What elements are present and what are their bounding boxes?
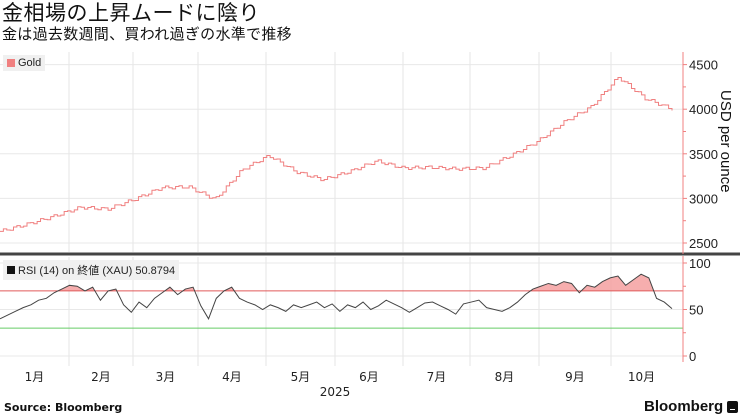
svg-text:3500: 3500 xyxy=(689,147,718,162)
svg-text:50: 50 xyxy=(689,303,703,318)
month-label: 7月 xyxy=(427,370,447,384)
year-label: 2025 xyxy=(320,385,351,399)
month-label: 8月 xyxy=(495,370,515,384)
rsi-legend: RSI (14) on 終値 (XAU) 50.8794 xyxy=(3,260,180,280)
svg-text:0: 0 xyxy=(689,349,696,364)
month-label: 5月 xyxy=(291,370,311,384)
chart-title: 金相場の上昇ムードに陰り xyxy=(2,1,260,25)
month-label: 6月 xyxy=(359,370,379,384)
month-label: 3月 xyxy=(156,370,176,384)
y-axis-title: USD per ounce xyxy=(717,90,734,193)
bloomberg-brand: Bloomberg xyxy=(644,398,739,415)
y-axis-ticks: 4500 4000 3500 3000 2500 100 50 0 xyxy=(683,58,718,364)
svg-text:4500: 4500 xyxy=(689,58,718,73)
legend-swatch-gold xyxy=(7,59,15,67)
svg-text:2500: 2500 xyxy=(689,236,718,251)
month-label: 2月 xyxy=(91,370,111,384)
rsi-line xyxy=(0,273,673,320)
month-label: 1月 xyxy=(25,370,45,384)
legend-label-rsi: RSI (14) on 終値 (XAU) 50.8794 xyxy=(18,265,176,277)
chart-subtitle: 金は過去数週間、買われ過ぎの水準で推移 xyxy=(2,25,292,43)
month-label: 9月 xyxy=(565,370,585,384)
gridlines xyxy=(0,52,683,366)
month-label: 4月 xyxy=(222,370,242,384)
legend-label-gold: Gold xyxy=(18,57,42,69)
month-label: 10月 xyxy=(628,370,655,384)
brand-name: Bloomberg xyxy=(644,398,724,415)
svg-text:100: 100 xyxy=(689,256,711,271)
bloomberg-logo-icon xyxy=(727,400,739,413)
svg-text:3000: 3000 xyxy=(689,191,718,206)
source-note: Source: Bloomberg xyxy=(4,401,123,414)
legend-swatch-rsi xyxy=(7,266,15,274)
gold-price-line xyxy=(0,77,673,232)
price-legend: Gold xyxy=(3,55,46,71)
svg-text:4000: 4000 xyxy=(689,102,718,117)
x-axis-labels: 1月 2月 3月 4月 5月 6月 7月 8月 9月 10月 xyxy=(25,370,655,384)
